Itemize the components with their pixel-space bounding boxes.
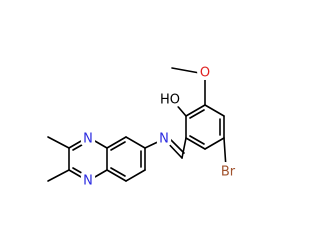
atom-label: N bbox=[83, 174, 93, 189]
atom-label: O bbox=[200, 66, 210, 81]
atom-label: N bbox=[159, 132, 169, 147]
bonds bbox=[47, 67, 227, 182]
atom-label: HO bbox=[160, 93, 180, 108]
molecule-diagram: N N N HO O Br bbox=[0, 0, 250, 250]
atom-label: N bbox=[83, 132, 93, 147]
atom-label: Br bbox=[221, 165, 236, 180]
background bbox=[0, 0, 250, 250]
